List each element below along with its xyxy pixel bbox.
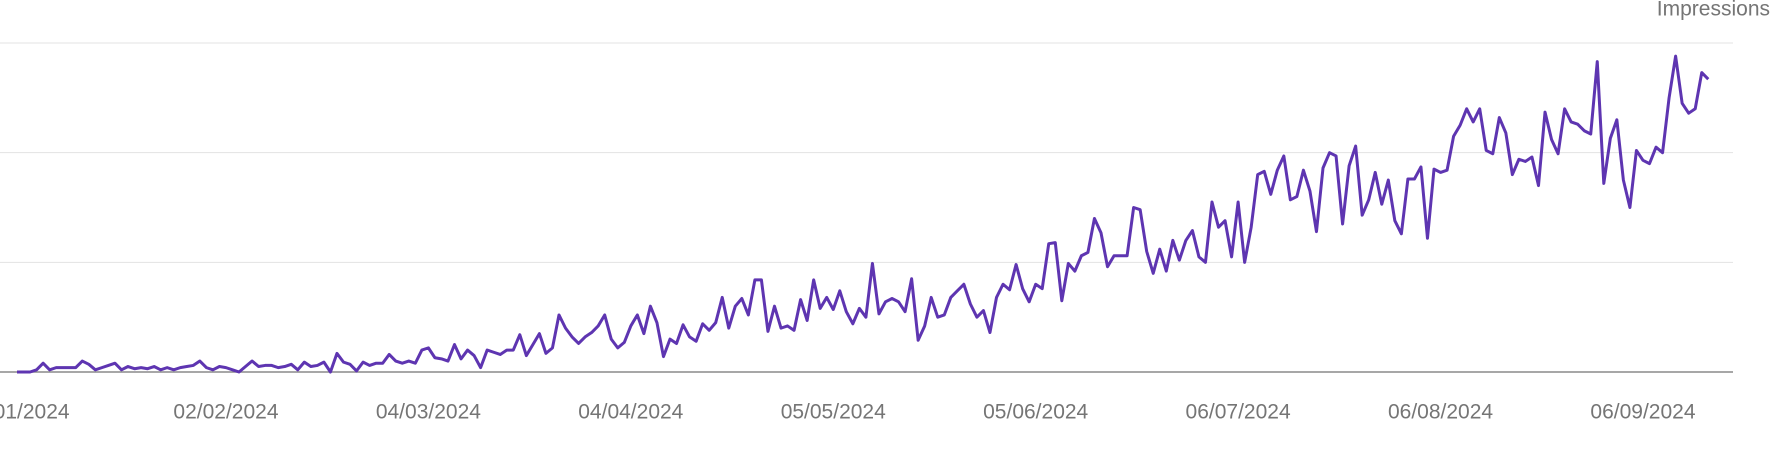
- x-tick-label: 04/03/2024: [376, 401, 481, 424]
- x-tick-label: 06/07/2024: [1186, 401, 1291, 424]
- x-tick-label: 05/05/2024: [781, 401, 886, 424]
- x-tick-label: 04/04/2024: [578, 401, 683, 424]
- x-tick-label: 06/09/2024: [1590, 401, 1695, 424]
- series-line: [17, 54, 1710, 374]
- x-tick-label: 06/08/2024: [1388, 401, 1493, 424]
- x-tick-label: 05/06/2024: [983, 401, 1088, 424]
- series-label: Impressions: [1657, 0, 1770, 21]
- x-tick-label: 01/01/2024: [0, 401, 70, 424]
- x-tick-label: 02/02/2024: [173, 401, 278, 424]
